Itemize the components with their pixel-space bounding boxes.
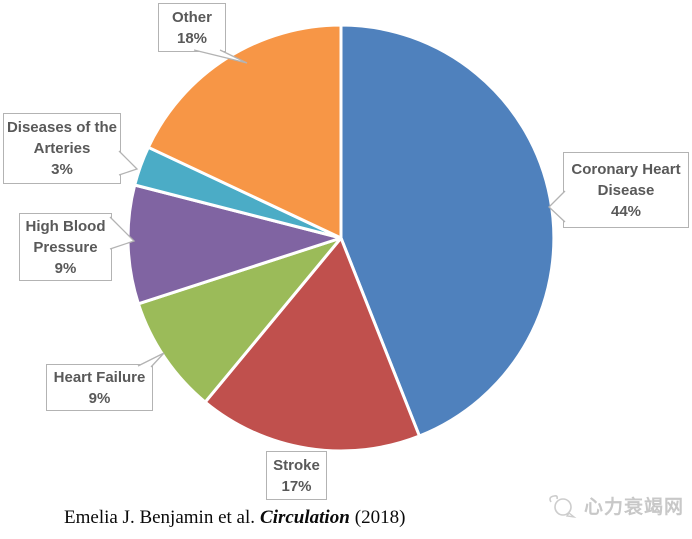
citation-journal: Circulation: [260, 507, 350, 528]
callout-label: High Blood Pressure: [25, 217, 106, 256]
callout-label: Coronary Heart Disease: [571, 160, 681, 199]
callout-percent: 9%: [88, 389, 111, 407]
callout-label: Heart Failure: [53, 368, 146, 386]
pie-slice-stroke: [203, 236, 421, 453]
callout-heart-failure: Heart Failure 9%: [46, 364, 153, 411]
callout-label: Diseases of the Arteries: [6, 119, 118, 157]
citation-year: (2018): [354, 507, 406, 528]
callout-percent: 17%: [281, 477, 312, 495]
callout-stroke: Stroke 17%: [266, 451, 327, 500]
callout-percent: 3%: [51, 161, 73, 178]
callout-label: Other: [171, 8, 212, 26]
callout-coronary-heart-disease: Coronary Heart Disease 44%: [563, 152, 689, 228]
callout-high-blood-pressure: High Blood Pressure 9%: [19, 213, 112, 281]
pie-slices: [126, 23, 556, 453]
watermark-logo-icon: [549, 494, 577, 518]
callout-label: Stroke: [273, 456, 320, 474]
callout-percent: 44%: [610, 202, 642, 220]
callout-percent: 9%: [54, 259, 77, 277]
pie-slice-heart-failure: [136, 236, 343, 404]
callout-other: Other 18%: [158, 3, 226, 52]
citation-authors: Emelia J. Benjamin et al.: [64, 507, 256, 528]
callout-percent: 18%: [176, 29, 208, 47]
watermark: 心力衰竭网: [545, 492, 684, 519]
watermark-text: 心力衰竭网: [584, 496, 685, 518]
callout-diseases-of-the-arteries: Diseases of the Arteries 3%: [3, 113, 121, 184]
citation: Emelia J. Benjamin et al. Circulation (201…: [64, 505, 405, 531]
